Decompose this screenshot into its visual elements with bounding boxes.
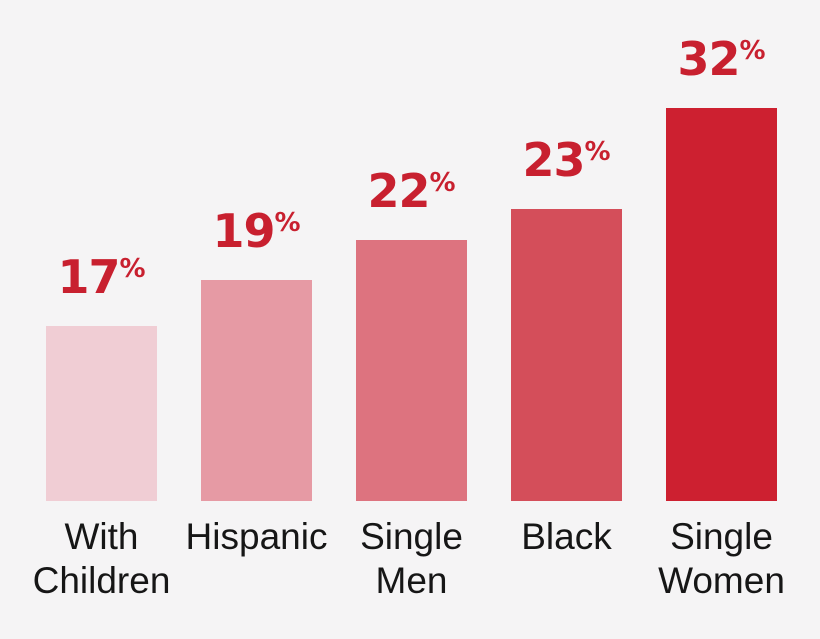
category-axis: With Children Hispanic Single Men Black … bbox=[33, 515, 785, 603]
category-label-line: Children bbox=[32, 560, 171, 601]
bar-rect bbox=[666, 108, 777, 501]
value-number: 32 bbox=[677, 32, 740, 86]
category-label-line: Black bbox=[521, 516, 612, 557]
category-label-single-women: Single Women bbox=[658, 515, 785, 603]
percent-sign: % bbox=[119, 254, 146, 284]
bar-column-hispanic: 19% bbox=[201, 208, 312, 501]
bar-column-black: 23% bbox=[511, 137, 622, 501]
percent-sign: % bbox=[274, 208, 301, 238]
category-label-line: Hispanic bbox=[185, 516, 328, 557]
category-label-line: Women bbox=[658, 560, 785, 601]
percent-sign: % bbox=[429, 168, 456, 198]
category-label-line: Single bbox=[670, 516, 773, 557]
bar-rect bbox=[46, 326, 157, 501]
category-label-line: Men bbox=[375, 560, 448, 601]
bar-rect bbox=[201, 280, 312, 501]
bar-column-with-children: 17% bbox=[46, 254, 157, 501]
category-label-line: Single bbox=[360, 516, 463, 557]
value-label: 19% bbox=[212, 208, 300, 254]
plot-area: 17% 19% 22% 23% 32% bbox=[46, 0, 777, 501]
bar-rect bbox=[356, 240, 467, 501]
value-label: 23% bbox=[522, 137, 610, 183]
value-number: 22 bbox=[367, 164, 430, 218]
percent-sign: % bbox=[584, 137, 611, 167]
category-label-line: With bbox=[64, 516, 139, 557]
bar-rect bbox=[511, 209, 622, 501]
value-number: 17 bbox=[57, 250, 120, 304]
value-label: 17% bbox=[57, 254, 145, 300]
value-label: 32% bbox=[677, 36, 765, 82]
category-label-single-men: Single Men bbox=[356, 515, 467, 603]
category-label-hispanic: Hispanic bbox=[186, 515, 328, 603]
value-number: 19 bbox=[212, 204, 275, 258]
category-label-black: Black bbox=[511, 515, 622, 603]
value-label: 22% bbox=[367, 168, 455, 214]
bar-column-single-women: 32% bbox=[666, 36, 777, 501]
percent-sign: % bbox=[739, 36, 766, 66]
value-number: 23 bbox=[522, 133, 585, 187]
bar-column-single-men: 22% bbox=[356, 168, 467, 501]
category-label-with-children: With Children bbox=[33, 515, 171, 603]
